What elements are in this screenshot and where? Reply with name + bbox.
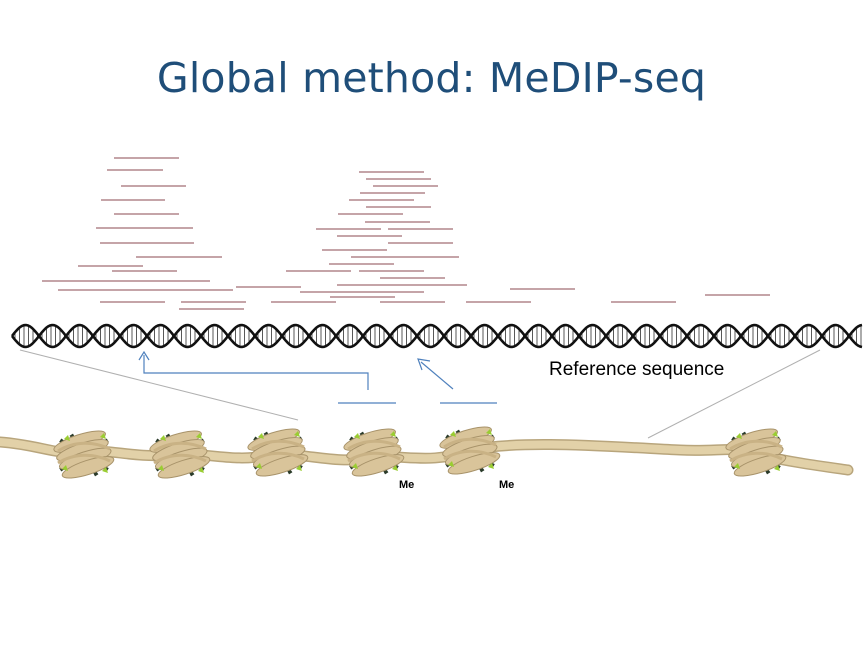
methyl-mark-label: Me: [499, 479, 515, 491]
histone-mark: [256, 463, 262, 469]
chromatin-fiber-strand: [0, 438, 852, 474]
histone-mark: [734, 463, 740, 469]
nucleosome-icon: [53, 430, 115, 479]
histone-mark: [258, 433, 264, 439]
histone-disc: [351, 454, 405, 477]
dna-wrap: [729, 439, 783, 463]
histone-disc: [733, 454, 787, 477]
histone-mark: [102, 467, 108, 473]
histone-mark: [196, 433, 202, 439]
histone-mark: [62, 465, 68, 471]
methyl-mark-label: Me: [399, 479, 415, 491]
mapped-reads: [42, 157, 770, 310]
dna-strand: [10, 323, 863, 349]
reference-sequence-label: Reference sequence: [549, 359, 725, 380]
nucleosome-icon: [247, 428, 309, 477]
slide-title: Global method: MeDIP-seq: [156, 54, 707, 102]
histone-mark: [448, 461, 454, 467]
histone-disc: [157, 456, 211, 479]
dna-strand: [10, 323, 863, 349]
reference-dna-helix: [10, 323, 863, 349]
nucleosome-icon: [149, 430, 211, 479]
zoom-lines: [19, 349, 821, 439]
histone-disc: [447, 452, 501, 475]
histone-disc: [255, 454, 309, 477]
histone-mark: [390, 431, 396, 437]
histone-mark: [450, 431, 456, 437]
histone-mark: [100, 433, 106, 439]
dna-wrap: [153, 441, 207, 465]
histone-mark: [352, 463, 358, 469]
dna-wrap: [251, 439, 305, 463]
nucleosome-icon: [343, 428, 405, 477]
dna-wrap: [57, 441, 111, 465]
histone-mark: [774, 465, 780, 471]
nucleosome-icon: [725, 428, 787, 477]
dna-wrap: [347, 439, 401, 463]
arrowhead: [417, 358, 431, 371]
zoom-line-right: [647, 349, 821, 439]
arrowhead: [138, 350, 150, 361]
histone-mark: [296, 465, 302, 471]
mapping-arrow: [143, 355, 369, 390]
chromatin-fiber: [0, 426, 854, 479]
dna-wrap: [443, 437, 497, 461]
histone-mark: [160, 435, 166, 441]
histone-mark: [354, 433, 360, 439]
histone-mark: [294, 431, 300, 437]
histone-mark: [488, 463, 494, 469]
histone-mark: [158, 465, 164, 471]
nucleosome-icon: [439, 426, 501, 475]
histone-mark: [198, 467, 204, 473]
mapping-arrows: [138, 350, 454, 390]
zoom-line-left: [19, 349, 299, 421]
histone-mark: [64, 435, 70, 441]
histone-mark: [392, 465, 398, 471]
histone-disc: [61, 456, 115, 479]
histone-mark: [486, 429, 492, 435]
mapping-arrow: [420, 361, 454, 390]
histone-mark: [772, 431, 778, 437]
histone-mark: [736, 433, 742, 439]
